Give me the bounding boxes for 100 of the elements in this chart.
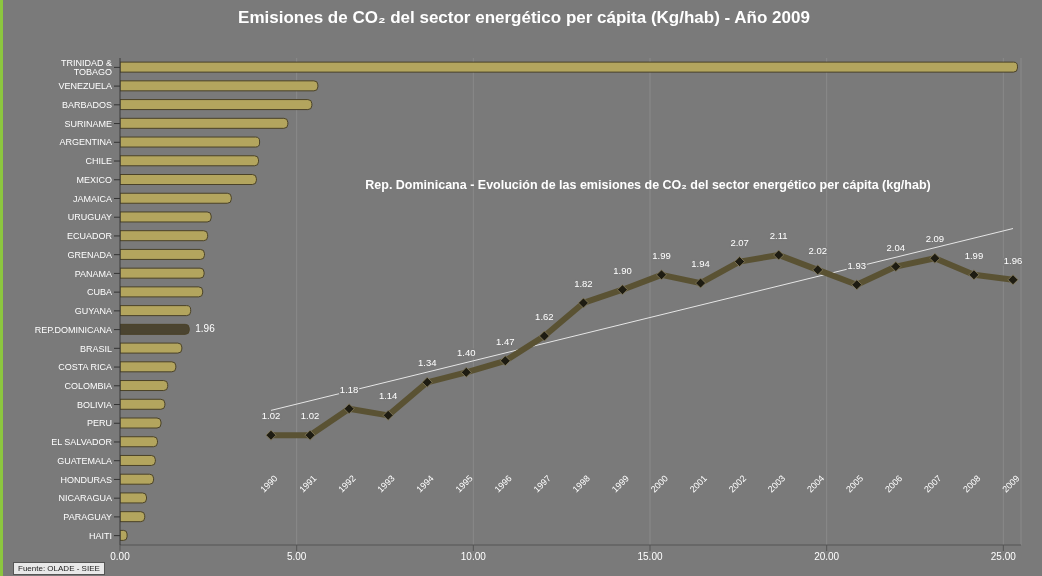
point	[265, 429, 277, 441]
data-label: 1.34	[417, 357, 437, 369]
bar	[120, 380, 169, 392]
data-label: 1.02	[261, 410, 281, 422]
y-tick-label: HONDURAS	[60, 474, 112, 485]
x-tick-label: 5.00	[286, 551, 307, 563]
bar	[120, 248, 205, 260]
y-tick-label: REP.DOMINICANA	[34, 324, 112, 335]
chart-title: Emisiones de CO₂ del sector energético per cápita (Kg/hab) - Año 2009	[237, 8, 811, 28]
point	[538, 330, 550, 342]
bar	[120, 286, 204, 298]
point	[304, 429, 316, 441]
y-tick-label: BOLIVIA	[76, 399, 112, 410]
point	[929, 252, 941, 264]
data-label: 1.40	[457, 347, 476, 359]
y-tick-label: GRENADA	[67, 249, 112, 260]
point	[695, 277, 706, 289]
bar	[120, 417, 162, 429]
bar	[120, 99, 313, 111]
chart-title: Rep. Dominicana - Evolución de las emisiones de CO₂ del sector energético per cápita (kg/hab)	[364, 178, 932, 192]
data-label: 1.93	[847, 259, 867, 271]
point	[968, 269, 980, 281]
y-tick-label: NICARAGUA	[58, 493, 112, 504]
bar	[120, 136, 261, 148]
bar	[120, 342, 183, 354]
data-label: 2.02	[808, 244, 827, 256]
bar	[120, 436, 158, 448]
y-tick-label: PANAMA	[74, 268, 112, 279]
bar	[120, 192, 232, 204]
bar	[120, 211, 212, 223]
bar	[120, 398, 166, 410]
data-label: 2.07	[730, 236, 749, 248]
bar	[120, 117, 289, 129]
y-tick-label: VENEZUELA	[58, 81, 112, 92]
y-tick-label: BRASIL	[79, 343, 112, 354]
bar	[120, 492, 147, 504]
data-label: 1.99	[964, 249, 984, 261]
y-tick-label: PARAGUAY	[63, 512, 112, 523]
y-tick-label: COLOMBIA	[64, 380, 112, 391]
point	[382, 409, 394, 421]
point	[656, 269, 667, 281]
point	[812, 264, 824, 276]
data-label: 2.11	[769, 229, 788, 241]
y-tick-label: URUGUAY	[67, 212, 112, 223]
data-label: 1.96	[1003, 254, 1023, 266]
bar	[120, 155, 260, 167]
bar	[120, 80, 319, 92]
x-tick-label: 15.00	[637, 551, 663, 563]
y-tick-label: EL SALVADOR	[51, 437, 113, 448]
data-label: 1.90	[613, 264, 632, 276]
y-tick-label: TRINIDAD & TOBAGO	[60, 58, 112, 78]
y-tick-label: ARGENTINA	[59, 137, 112, 148]
point	[578, 297, 589, 309]
y-tick-label: CHILE	[85, 156, 112, 167]
point	[773, 249, 785, 261]
point	[1007, 274, 1019, 286]
bar	[120, 323, 190, 335]
data-label: 1.14	[378, 390, 398, 402]
y-tick-label: COSTA RICA	[58, 362, 112, 373]
data-label: 2.04	[886, 241, 906, 253]
y-tick-label: SURINAME	[64, 118, 112, 129]
data-label: 1.18	[339, 383, 359, 395]
y-tick-label: CUBA	[86, 287, 112, 298]
bar	[120, 454, 156, 466]
point	[851, 279, 863, 291]
data-label: 2.09	[925, 233, 945, 245]
y-tick-label: BARBADOS	[61, 100, 112, 111]
data-label: 1.02	[300, 410, 320, 422]
y-tick-label: PERU	[86, 418, 112, 429]
point	[890, 261, 902, 272]
x-tick-label: 0.00	[110, 551, 131, 563]
data-label: 1.82	[574, 277, 593, 289]
source-note: Fuente: OLADE - SIEE	[13, 562, 105, 575]
y-tick-label: MEXICO	[76, 174, 112, 185]
bar	[120, 174, 257, 186]
y-tick-label: HAITI	[88, 530, 112, 541]
point	[499, 355, 511, 367]
data-label: 1.47	[496, 335, 515, 347]
data-label: 1.94	[691, 258, 710, 270]
bar	[120, 61, 1018, 73]
bar	[120, 473, 155, 485]
x-tick-label: 20.00	[814, 551, 840, 563]
bar	[120, 267, 205, 279]
y-tick-label: GUYANA	[74, 306, 112, 317]
point	[421, 376, 433, 388]
y-tick-label: GUATEMALA	[57, 455, 112, 466]
bar	[120, 361, 177, 373]
data-label: 1.96	[195, 323, 216, 335]
point	[617, 284, 628, 296]
bar	[120, 511, 146, 523]
data-label: 1.99	[652, 249, 671, 261]
bar	[120, 305, 192, 317]
point	[343, 403, 355, 415]
y-tick-label: JAMAICA	[72, 193, 112, 204]
point	[460, 366, 472, 378]
data-label: 1.62	[535, 311, 554, 322]
x-tick-label: 25.00	[990, 551, 1017, 563]
y-tick-label: ECUADOR	[66, 231, 113, 242]
point	[734, 256, 746, 267]
bar	[120, 230, 209, 242]
